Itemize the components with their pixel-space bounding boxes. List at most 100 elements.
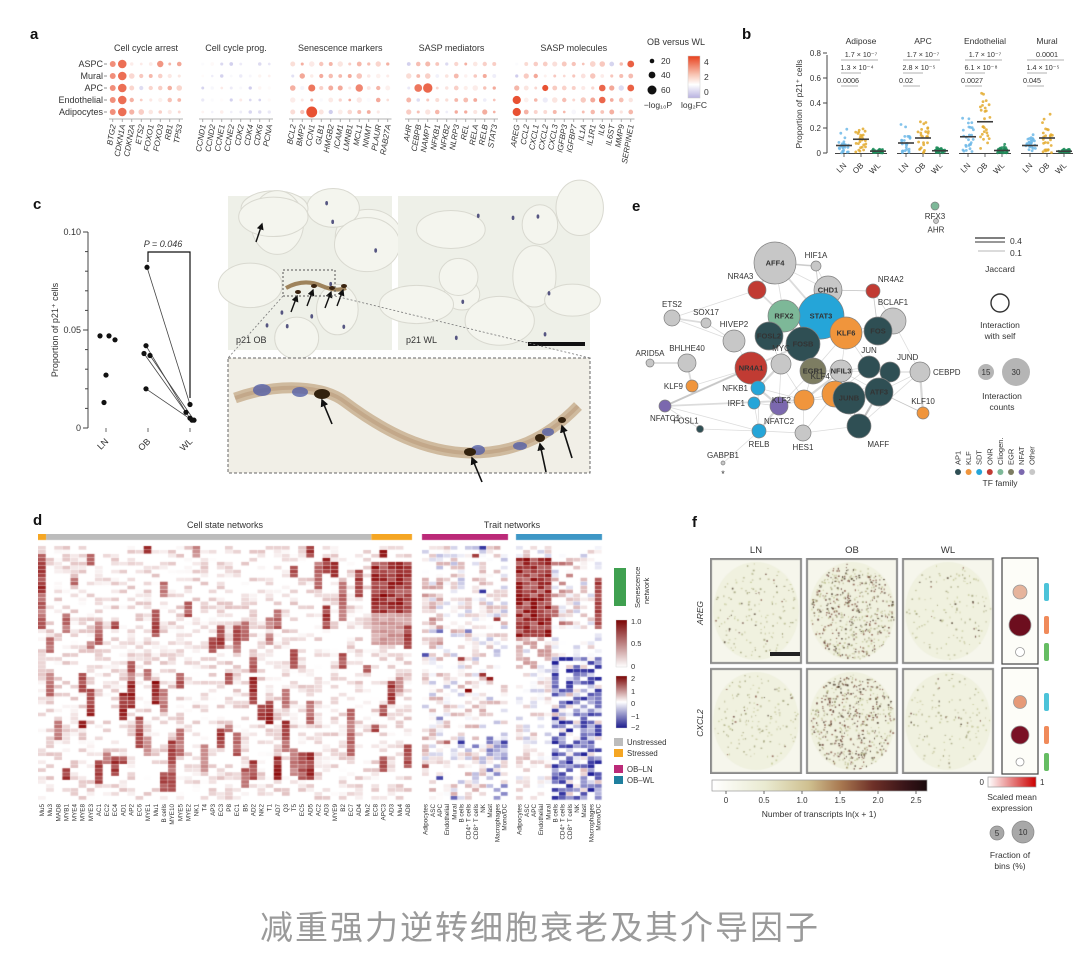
svg-text:EC5: EC5 xyxy=(299,804,306,817)
svg-text:2.0: 2.0 xyxy=(872,796,884,805)
svg-text:2.5: 2.5 xyxy=(910,796,922,805)
tf-family-dot-cliogen. xyxy=(997,469,1004,475)
svg-text:OB–WL: OB–WL xyxy=(627,776,655,785)
svg-text:HIF1A: HIF1A xyxy=(805,251,828,260)
svg-text:KLF10: KLF10 xyxy=(911,397,935,406)
svg-text:CHD1: CHD1 xyxy=(818,286,838,295)
panel-e-network: RFX3 AHR AFF4 HIF1A NR4A3 NR4A2 CHD1 STAT3 BCLAF… xyxy=(636,201,1037,488)
svg-text:IL6: IL6 xyxy=(596,123,607,136)
svg-text:PCNA: PCNA xyxy=(261,124,274,147)
svg-text:AHR: AHR xyxy=(928,226,945,235)
svg-text:KLF9: KLF9 xyxy=(664,382,684,391)
svg-text:Adipocytes: Adipocytes xyxy=(517,804,524,835)
tf-node-aff4 xyxy=(753,241,797,285)
svg-text:NFATC2: NFATC2 xyxy=(764,417,795,426)
svg-text:NK: NK xyxy=(480,803,487,813)
svg-text:AC2: AC2 xyxy=(316,804,323,817)
svg-text:STAT3: STAT3 xyxy=(486,123,499,148)
svg-text:SOX17: SOX17 xyxy=(693,308,719,317)
tf-node-fosl2 xyxy=(754,321,784,351)
svg-text:Macrophages: Macrophages xyxy=(588,804,595,842)
panel-label-a: a xyxy=(30,26,39,43)
svg-text:LN: LN xyxy=(897,161,911,175)
svg-text:OB versus WL: OB versus WL xyxy=(647,37,705,47)
svg-text:0.05: 0.05 xyxy=(63,325,81,335)
svg-text:B2: B2 xyxy=(340,804,347,812)
tf-family-dot-onr xyxy=(986,469,993,475)
svg-text:Senescence: Senescence xyxy=(633,567,642,608)
svg-text:−2: −2 xyxy=(631,723,640,732)
tf-node-arid5a xyxy=(645,358,655,368)
tf-node-gabpb1 xyxy=(720,460,726,466)
svg-text:Mural: Mural xyxy=(80,71,103,81)
svg-text:Mono/DC: Mono/DC xyxy=(595,804,602,831)
svg-text:RB1: RB1 xyxy=(163,124,175,141)
svg-text:MYE9: MYE9 xyxy=(332,804,339,822)
svg-text:Trait networks: Trait networks xyxy=(484,520,541,530)
svg-text:0.4: 0.4 xyxy=(810,99,822,108)
svg-text:Adipose: Adipose xyxy=(846,36,877,46)
svg-text:OB: OB xyxy=(136,436,152,452)
svg-text:RFX3: RFX3 xyxy=(925,212,946,221)
svg-text:ASPC: ASPC xyxy=(78,59,103,69)
svg-text:Stressed: Stressed xyxy=(627,749,658,758)
tf-node-cebpd xyxy=(909,361,931,383)
svg-text:MAD8: MAD8 xyxy=(55,804,62,822)
tf-node-junb xyxy=(832,381,866,415)
svg-text:MYE4: MYE4 xyxy=(72,804,79,822)
svg-text:AD3: AD3 xyxy=(389,804,396,817)
svg-text:0.6: 0.6 xyxy=(810,74,822,83)
svg-text:log₂FC: log₂FC xyxy=(681,100,707,110)
svg-text:−1: −1 xyxy=(631,712,640,721)
svg-text:APC: APC xyxy=(531,804,538,817)
tf-node-bhlhe40 xyxy=(677,353,697,373)
svg-text:Number of transcripts ln(x + 1: Number of transcripts ln(x + 1) xyxy=(762,809,877,819)
svg-text:BCL2: BCL2 xyxy=(285,123,297,145)
svg-text:Interaction: Interaction xyxy=(982,391,1022,401)
svg-text:B cells: B cells xyxy=(161,804,168,823)
svg-text:Proportion of p21⁺ cells: Proportion of p21⁺ cells xyxy=(794,59,804,148)
svg-text:NK1: NK1 xyxy=(194,804,201,817)
svg-text:0.2: 0.2 xyxy=(810,124,822,133)
tf-node-egr1 xyxy=(799,357,827,385)
svg-text:Senescence markers: Senescence markers xyxy=(298,43,383,53)
svg-text:GLB1: GLB1 xyxy=(314,124,326,146)
svg-text:30: 30 xyxy=(1012,368,1021,377)
svg-text:AP3: AP3 xyxy=(210,804,217,816)
svg-text:5: 5 xyxy=(995,829,1000,838)
condition-header-ob: OB xyxy=(845,545,859,556)
svg-text:HES1: HES1 xyxy=(793,443,814,452)
svg-text:1: 1 xyxy=(631,687,635,696)
cell-state-trait-heatmap-canvas xyxy=(38,534,604,802)
panel-label-b: b xyxy=(742,26,752,43)
svg-text:AD5: AD5 xyxy=(307,804,314,817)
svg-text:MYE2: MYE2 xyxy=(185,804,192,822)
svg-text:OB: OB xyxy=(913,161,928,176)
svg-text:p21 WL: p21 WL xyxy=(406,335,437,345)
svg-text:RELB: RELB xyxy=(749,440,770,449)
tf-node-nfatc2 xyxy=(769,396,789,416)
svg-text:BMP2: BMP2 xyxy=(295,123,308,147)
svg-text:CDK4: CDK4 xyxy=(243,123,256,146)
svg-text:MAFF: MAFF xyxy=(867,440,889,449)
svg-text:NK2: NK2 xyxy=(259,804,266,817)
svg-text:1.0: 1.0 xyxy=(796,796,808,805)
svg-text:0.5: 0.5 xyxy=(631,639,641,648)
svg-text:AP1: AP1 xyxy=(954,451,963,465)
condition-header-wl: WL xyxy=(941,545,955,556)
svg-text:Interaction: Interaction xyxy=(980,320,1020,330)
svg-text:Mural: Mural xyxy=(1036,36,1057,46)
svg-text:ONR: ONR xyxy=(985,448,994,465)
tf-node-fosb xyxy=(785,326,821,362)
tf-node-hif1a xyxy=(810,260,822,272)
tf-node-jund xyxy=(879,361,901,383)
svg-text:LN: LN xyxy=(835,161,849,175)
svg-text:BCLAF1: BCLAF1 xyxy=(878,298,909,307)
svg-text:0.5: 0.5 xyxy=(758,796,770,805)
svg-text:expression: expression xyxy=(991,803,1032,813)
svg-text:Cell state networks: Cell state networks xyxy=(187,520,264,530)
svg-text:0: 0 xyxy=(980,778,985,787)
